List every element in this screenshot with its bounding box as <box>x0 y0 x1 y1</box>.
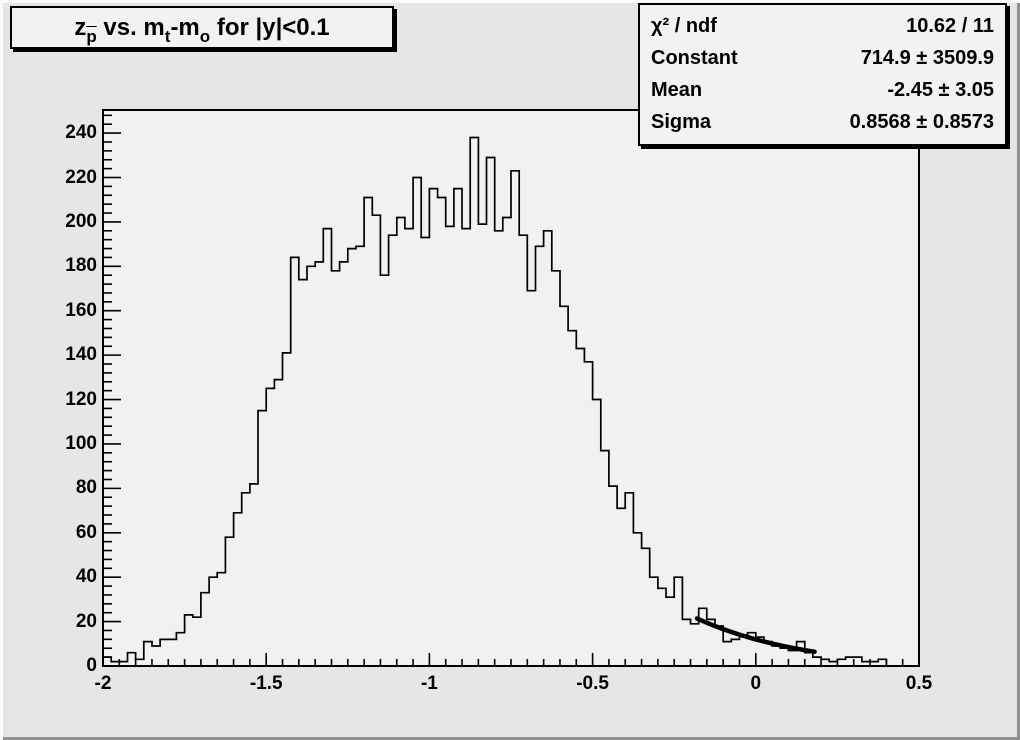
y-tick-label: 20 <box>75 610 97 632</box>
y-tick-label: 140 <box>65 344 97 366</box>
stats-row-chi2: χ² / ndf 10.62 / 11 <box>651 15 994 38</box>
y-tick-label: 100 <box>65 432 97 454</box>
y-tick-label: 160 <box>65 299 97 321</box>
title-part: vs. m <box>96 13 165 41</box>
stats-row-sigma: Sigma 0.8568 ± 0.8573 <box>651 111 994 134</box>
plot-title: zp vs. mt-mo for |y|<0.1 <box>74 13 330 45</box>
title-box: zp vs. mt-mo for |y|<0.1 <box>10 6 394 49</box>
title-part: for |y|<0.1 <box>210 13 330 41</box>
y-tick-label: 0 <box>86 655 97 676</box>
y-axis-ticks <box>103 114 121 667</box>
y-tick-label: 180 <box>65 255 97 277</box>
stats-value-constant: 714.9 ± 3509.9 <box>860 46 994 69</box>
x-tick-label: -1 <box>420 673 438 694</box>
x-tick-label: -0.5 <box>576 673 609 694</box>
x-tick-label: -2 <box>94 673 112 694</box>
title-part: o <box>199 26 211 46</box>
stats-box: χ² / ndf 10.62 / 11 Constant 714.9 ± 350… <box>638 3 1007 146</box>
x-axis-ticks <box>102 653 920 666</box>
stats-value-sigma: 0.8568 ± 0.8573 <box>849 111 994 134</box>
stats-label-constant: Constant <box>651 46 738 69</box>
y-tick-label: 240 <box>65 122 97 144</box>
stats-row-constant: Constant 714.9 ± 3509.9 <box>651 47 994 70</box>
y-tick-label: 40 <box>75 566 97 588</box>
title-part: z <box>74 13 87 41</box>
title-part: t <box>164 26 171 46</box>
stats-label-chi2: χ² / ndf <box>651 14 717 37</box>
y-tick-label: 80 <box>75 477 97 499</box>
fit-curve <box>694 616 817 654</box>
y-tick-label: 200 <box>65 210 97 232</box>
y-tick-label: 120 <box>65 388 97 410</box>
x-tick-label: -1.5 <box>249 673 283 694</box>
y-tick-label: 220 <box>65 166 97 188</box>
stats-row-mean: Mean -2.45 ± 3.05 <box>651 79 994 102</box>
y-tick-label: 60 <box>75 521 97 543</box>
plot-area <box>102 109 920 667</box>
stats-label-sigma: Sigma <box>651 111 712 134</box>
title-part: -m <box>170 13 200 41</box>
title-part: p <box>86 26 97 46</box>
stats-label-mean: Mean <box>651 79 703 102</box>
x-tick-label: 0 <box>750 673 762 694</box>
x-tick-label: 0.5 <box>905 673 933 694</box>
stats-value-mean: -2.45 ± 3.05 <box>887 79 994 102</box>
stats-value-chi2: 10.62 / 11 <box>906 14 994 37</box>
